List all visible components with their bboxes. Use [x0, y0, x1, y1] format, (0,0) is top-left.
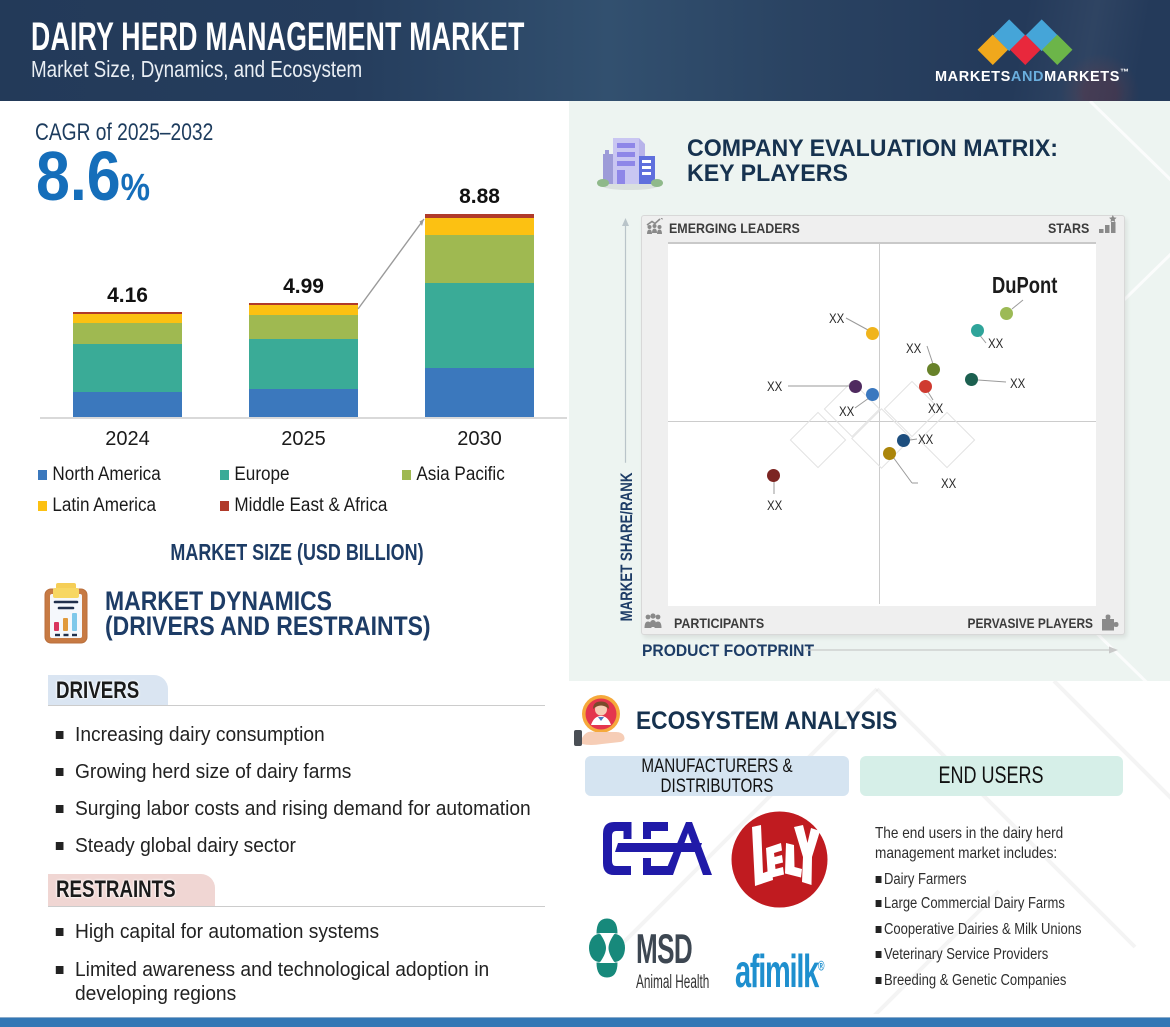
svg-text:MARKETSANDMARKETS™: MARKETSANDMARKETS™ — [935, 67, 1130, 85]
